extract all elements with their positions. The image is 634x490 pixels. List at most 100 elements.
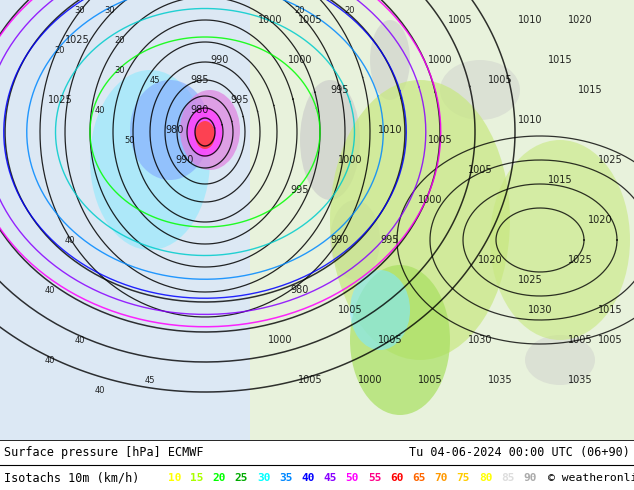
Text: 1005: 1005 [567,335,592,345]
Text: 1005: 1005 [468,165,493,175]
Text: 10: 10 [168,473,182,483]
Text: 1035: 1035 [488,375,512,385]
Text: 20: 20 [212,473,226,483]
Text: Isotachs 10m (km/h): Isotachs 10m (km/h) [4,471,139,485]
Text: 1000: 1000 [288,55,313,65]
Text: 1025: 1025 [65,35,89,45]
Text: 45: 45 [323,473,337,483]
Ellipse shape [300,80,360,200]
Text: 1035: 1035 [567,375,592,385]
Text: 995: 995 [291,185,309,195]
Text: 1010: 1010 [518,115,542,125]
Text: 20: 20 [345,5,355,15]
Text: 1005: 1005 [488,75,512,85]
Text: 1015: 1015 [548,175,573,185]
Text: 15: 15 [190,473,204,483]
Text: 1005: 1005 [418,375,443,385]
Text: 30: 30 [257,473,271,483]
Text: 1000: 1000 [338,155,362,165]
Text: Tu 04-06-2024 00:00 UTC (06+90): Tu 04-06-2024 00:00 UTC (06+90) [409,446,630,459]
Text: 1015: 1015 [598,305,623,315]
Text: 40: 40 [45,356,55,365]
Ellipse shape [195,121,215,149]
Ellipse shape [350,265,450,415]
Text: 45: 45 [150,75,160,84]
Text: 995: 995 [331,85,349,95]
Text: 20: 20 [55,46,65,54]
Text: 45: 45 [145,375,155,385]
Bar [250,0,634,440]
Text: 1020: 1020 [477,255,502,265]
Text: 1030: 1030 [527,305,552,315]
Text: 985: 985 [191,75,209,85]
Text: 70: 70 [434,473,448,483]
Text: 1010: 1010 [518,15,542,25]
Text: 40: 40 [65,236,75,245]
Text: 50: 50 [125,136,135,145]
Text: 1000: 1000 [358,375,382,385]
Text: 40: 40 [75,336,85,344]
Text: 1005: 1005 [338,305,362,315]
Text: 80: 80 [479,473,493,483]
Text: 980: 980 [291,285,309,295]
Ellipse shape [350,270,410,350]
Text: 995: 995 [381,235,399,245]
Text: © weatheronline.co.uk: © weatheronline.co.uk [548,473,634,483]
Text: 980: 980 [191,105,209,115]
Text: 1005: 1005 [598,335,623,345]
Text: 1025: 1025 [48,95,72,105]
Text: 20: 20 [295,5,305,15]
Text: 1005: 1005 [298,15,322,25]
Text: 1025: 1025 [517,275,542,285]
Text: 40: 40 [94,386,105,394]
Ellipse shape [525,335,595,385]
Text: 30: 30 [75,5,86,15]
Text: 40: 40 [94,105,105,115]
Ellipse shape [370,20,410,100]
Text: 1000: 1000 [428,55,452,65]
Text: 40: 40 [301,473,315,483]
Text: 990: 990 [331,235,349,245]
Text: 1010: 1010 [378,125,402,135]
Text: 60: 60 [390,473,404,483]
Text: 1015: 1015 [578,85,602,95]
Text: 35: 35 [279,473,293,483]
Ellipse shape [330,80,510,360]
Text: 30: 30 [115,66,126,74]
Ellipse shape [180,90,240,170]
Text: 75: 75 [456,473,470,483]
Bar [0,0,250,440]
Text: 1025: 1025 [567,255,592,265]
Text: 20: 20 [115,35,126,45]
Text: 55: 55 [368,473,382,483]
Text: 85: 85 [501,473,515,483]
Ellipse shape [330,200,380,280]
Text: 1015: 1015 [548,55,573,65]
Text: 40: 40 [45,286,55,294]
Text: 1005: 1005 [298,375,322,385]
Text: Surface pressure [hPa] ECMWF: Surface pressure [hPa] ECMWF [4,446,204,459]
Text: 90: 90 [523,473,537,483]
Text: 1000: 1000 [268,335,292,345]
Text: 980: 980 [166,125,184,135]
Text: 1020: 1020 [588,215,612,225]
Text: 1005: 1005 [448,15,472,25]
Text: 1030: 1030 [468,335,492,345]
Text: 1000: 1000 [258,15,282,25]
Ellipse shape [130,80,210,180]
Text: 1020: 1020 [567,15,592,25]
Ellipse shape [90,70,210,250]
Text: 990: 990 [176,155,194,165]
Ellipse shape [440,60,520,120]
Text: 65: 65 [412,473,426,483]
Text: 1025: 1025 [598,155,623,165]
Text: 1000: 1000 [418,195,443,205]
Text: 995: 995 [231,95,249,105]
Text: 990: 990 [211,55,229,65]
Text: 1005: 1005 [378,335,403,345]
Text: 1005: 1005 [428,135,452,145]
Text: 25: 25 [235,473,249,483]
Text: 50: 50 [346,473,359,483]
Ellipse shape [490,140,630,340]
Ellipse shape [188,107,223,157]
